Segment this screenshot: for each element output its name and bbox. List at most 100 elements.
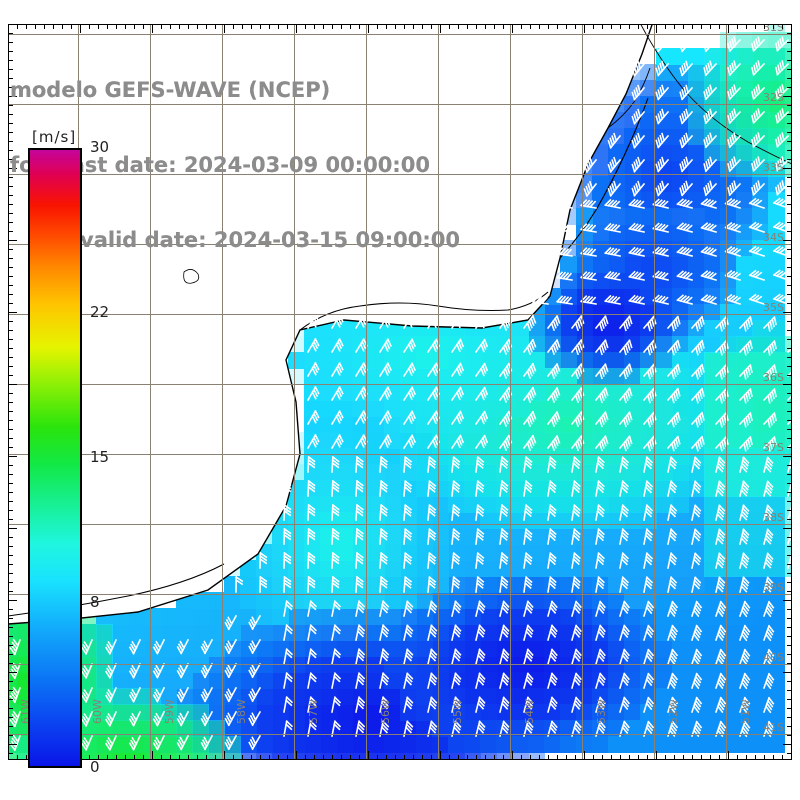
axis-tick-y [8, 699, 13, 700]
axis-tick-y [783, 384, 792, 385]
axis-tick-x [332, 755, 333, 760]
axis-tick-x [26, 755, 27, 760]
axis-tick-y [8, 357, 13, 358]
lon-label-54W: 54W [523, 699, 536, 724]
axis-tick-y [787, 645, 792, 646]
axis-tick-y [787, 636, 792, 637]
axis-tick-y [787, 78, 792, 79]
axis-tick-x [323, 755, 324, 760]
colorbar-tick-15: 15 [90, 448, 110, 466]
grid-lon-52W [654, 24, 655, 760]
axis-tick-x [629, 755, 630, 760]
axis-tick-x [575, 24, 576, 29]
axis-tick-y [8, 465, 13, 466]
axis-tick-x [278, 24, 279, 29]
axis-tick-x [134, 755, 135, 760]
axis-tick-y [787, 546, 792, 547]
axis-tick-x [449, 24, 450, 29]
axis-tick-y [787, 573, 792, 574]
axis-tick-y [787, 186, 792, 187]
axis-tick-x [359, 755, 360, 760]
colorbar[interactable] [28, 148, 82, 768]
axis-tick-y [787, 519, 792, 520]
axis-tick-x [647, 24, 648, 29]
axis-tick-y [8, 69, 13, 70]
axis-tick-x [521, 755, 522, 760]
axis-tick-y [8, 600, 17, 601]
axis-tick-x [8, 24, 9, 33]
axis-tick-x [134, 24, 135, 29]
axis-tick-y [8, 654, 13, 655]
axis-tick-y [8, 573, 13, 574]
axis-tick-x [368, 751, 369, 760]
axis-tick-y [8, 123, 13, 124]
axis-tick-y [787, 366, 792, 367]
axis-tick-x [143, 755, 144, 760]
axis-tick-x [476, 24, 477, 29]
axis-tick-x [701, 24, 702, 29]
grid-lon-57W [294, 24, 295, 760]
axis-tick-y [8, 717, 13, 718]
axis-tick-y [8, 240, 17, 241]
axis-tick-y [8, 87, 13, 88]
axis-tick-x [242, 24, 243, 29]
axis-tick-y [787, 654, 792, 655]
axis-tick-y [8, 213, 13, 214]
axis-tick-y [787, 564, 792, 565]
axis-tick-y [8, 519, 13, 520]
grid-lat-31S [8, 34, 792, 35]
axis-tick-y [8, 204, 13, 205]
lat-label-41S: 41S [763, 721, 784, 734]
axis-tick-y [8, 726, 13, 727]
axis-tick-x [269, 755, 270, 760]
axis-tick-y [8, 222, 13, 223]
axis-tick-x [755, 755, 756, 760]
grid-lat-33S [8, 174, 792, 175]
axis-tick-y [8, 258, 13, 259]
axis-tick-y [787, 591, 792, 592]
axis-tick-x [431, 24, 432, 29]
axis-tick-x [548, 24, 549, 29]
axis-tick-x [557, 24, 558, 29]
axis-tick-y [8, 312, 17, 313]
axis-tick-x [611, 24, 612, 29]
axis-tick-y [787, 42, 792, 43]
axis-tick-y [787, 177, 792, 178]
axis-tick-x [215, 755, 216, 760]
axis-tick-y [8, 501, 13, 502]
axis-tick-x [89, 755, 90, 760]
axis-tick-y [787, 105, 792, 106]
colorbar-tick-0: 0 [90, 758, 100, 776]
axis-tick-y [8, 393, 13, 394]
axis-tick-y [787, 141, 792, 142]
axis-tick-y [787, 429, 792, 430]
axis-tick-x [44, 24, 45, 29]
axis-tick-y [787, 510, 792, 511]
axis-tick-x [350, 755, 351, 760]
lon-label-52W: 52W [667, 699, 680, 724]
axis-tick-x [773, 24, 774, 29]
colorbar-tick-22: 22 [90, 303, 110, 322]
grid-lon-56W [366, 24, 367, 760]
axis-tick-x [98, 755, 99, 760]
axis-tick-x [161, 24, 162, 29]
axis-tick-x [314, 24, 315, 29]
axis-tick-y [787, 618, 792, 619]
axis-tick-y [787, 114, 792, 115]
axis-tick-y [787, 717, 792, 718]
colorbar-tick-8: 8 [90, 592, 100, 611]
axis-tick-x [584, 24, 585, 33]
axis-tick-y [787, 582, 792, 583]
lat-label-40S: 40S [763, 651, 784, 664]
axis-tick-y [787, 465, 792, 466]
axis-tick-x [773, 755, 774, 760]
axis-tick-x [368, 24, 369, 33]
axis-tick-y [787, 231, 792, 232]
axis-tick-y [8, 186, 13, 187]
axis-tick-x [665, 755, 666, 760]
grid-lon-58W [222, 24, 223, 760]
axis-tick-y [787, 339, 792, 340]
axis-tick-y [787, 294, 792, 295]
grid-lat-39S [8, 594, 792, 595]
axis-tick-x [503, 755, 504, 760]
